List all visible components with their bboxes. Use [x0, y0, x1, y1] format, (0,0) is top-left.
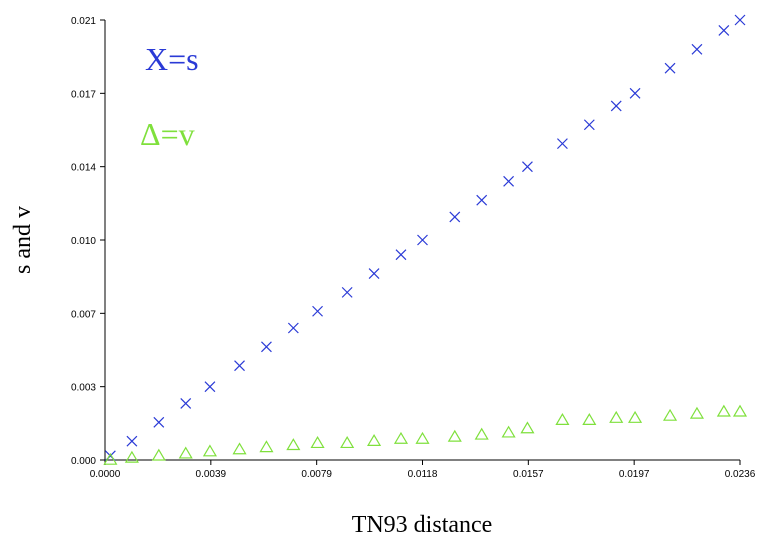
triangle-marker-point [286, 438, 301, 451]
series-v [103, 404, 748, 465]
x-marker-point [395, 249, 407, 261]
x-marker-point [583, 119, 595, 131]
x-marker-point [204, 381, 216, 393]
y-tick-label: 0.003 [71, 383, 96, 394]
triangle-marker-point [124, 450, 139, 463]
y-axis-title: s and v [10, 206, 36, 274]
x-marker-point [368, 268, 380, 279]
x-marker-point [153, 416, 165, 428]
legend-v: Δ=v [140, 116, 195, 152]
triangle-marker-point [501, 425, 516, 438]
triangle-marker-point [520, 421, 535, 434]
y-ticks: 0.000 0.003 0.007 0.010 0.014 0.017 0.021 [71, 16, 105, 467]
x-marker-point [312, 305, 323, 317]
x-marker-point [180, 398, 192, 409]
triangle-marker-point [259, 440, 274, 453]
triangle-marker-point [178, 446, 193, 459]
triangle-marker-point [415, 431, 430, 444]
triangle-marker-point [202, 444, 217, 457]
triangle-marker-point [103, 452, 118, 465]
x-marker-point [449, 211, 461, 223]
triangle-marker-point [232, 442, 247, 455]
x-tick-label: 0.0079 [301, 469, 332, 480]
triangle-marker-point [393, 431, 409, 444]
x-marker-point [261, 341, 272, 353]
triangle-marker-point [582, 413, 597, 425]
x-marker-point [734, 14, 746, 26]
x-marker-point [718, 25, 730, 36]
triangle-marker-point [151, 448, 166, 461]
legend-s: X=s [145, 41, 199, 77]
x-marker-point [522, 161, 533, 173]
x-marker-point [610, 100, 622, 112]
triangle-marker-point [367, 433, 382, 446]
x-marker-point [691, 43, 703, 55]
x-marker-point [629, 87, 641, 99]
triangle-marker-point [555, 413, 570, 425]
x-marker-point [417, 234, 428, 246]
x-marker-point [664, 62, 676, 74]
x-tick-label: 0.0000 [90, 469, 121, 480]
triangle-marker-point [474, 427, 489, 440]
x-tick-label: 0.0118 [408, 469, 438, 480]
y-tick-label: 0.014 [71, 163, 96, 174]
triangle-marker-point [310, 436, 325, 449]
x-marker-point [126, 435, 138, 447]
x-tick-label: 0.0039 [196, 469, 227, 480]
x-ticks: 0.0000 0.0039 0.0079 0.0118 0.0157 0.0197 0.02… [90, 460, 756, 480]
x-tick-label: 0.0236 [725, 469, 756, 480]
series-s [104, 14, 746, 462]
triangle-marker-point [447, 429, 462, 442]
x-marker-point [234, 360, 245, 372]
y-tick-label: 0.021 [71, 16, 96, 27]
x-marker-point [287, 322, 299, 334]
y-tick-label: 0.010 [71, 236, 96, 247]
triangle-marker-point [689, 406, 704, 419]
x-tick-label: 0.0157 [513, 469, 544, 480]
triangle-marker-point [609, 410, 624, 423]
triangle-marker-point [716, 404, 731, 417]
triangle-marker-point [340, 436, 355, 449]
data-points [103, 14, 748, 465]
y-tick-label: 0.000 [71, 456, 96, 467]
y-tick-label: 0.007 [71, 309, 96, 320]
x-marker-point [503, 175, 515, 187]
x-marker-point [476, 194, 488, 206]
y-tick-label: 0.017 [71, 89, 96, 100]
x-marker-point [556, 138, 568, 150]
triangle-marker-point [628, 410, 643, 423]
x-tick-label: 0.0197 [619, 469, 650, 480]
x-marker-point [341, 286, 353, 298]
triangle-marker-point [662, 408, 678, 421]
x-axis-title: TN93 distance [352, 512, 493, 538]
triangle-marker-point [732, 404, 748, 417]
